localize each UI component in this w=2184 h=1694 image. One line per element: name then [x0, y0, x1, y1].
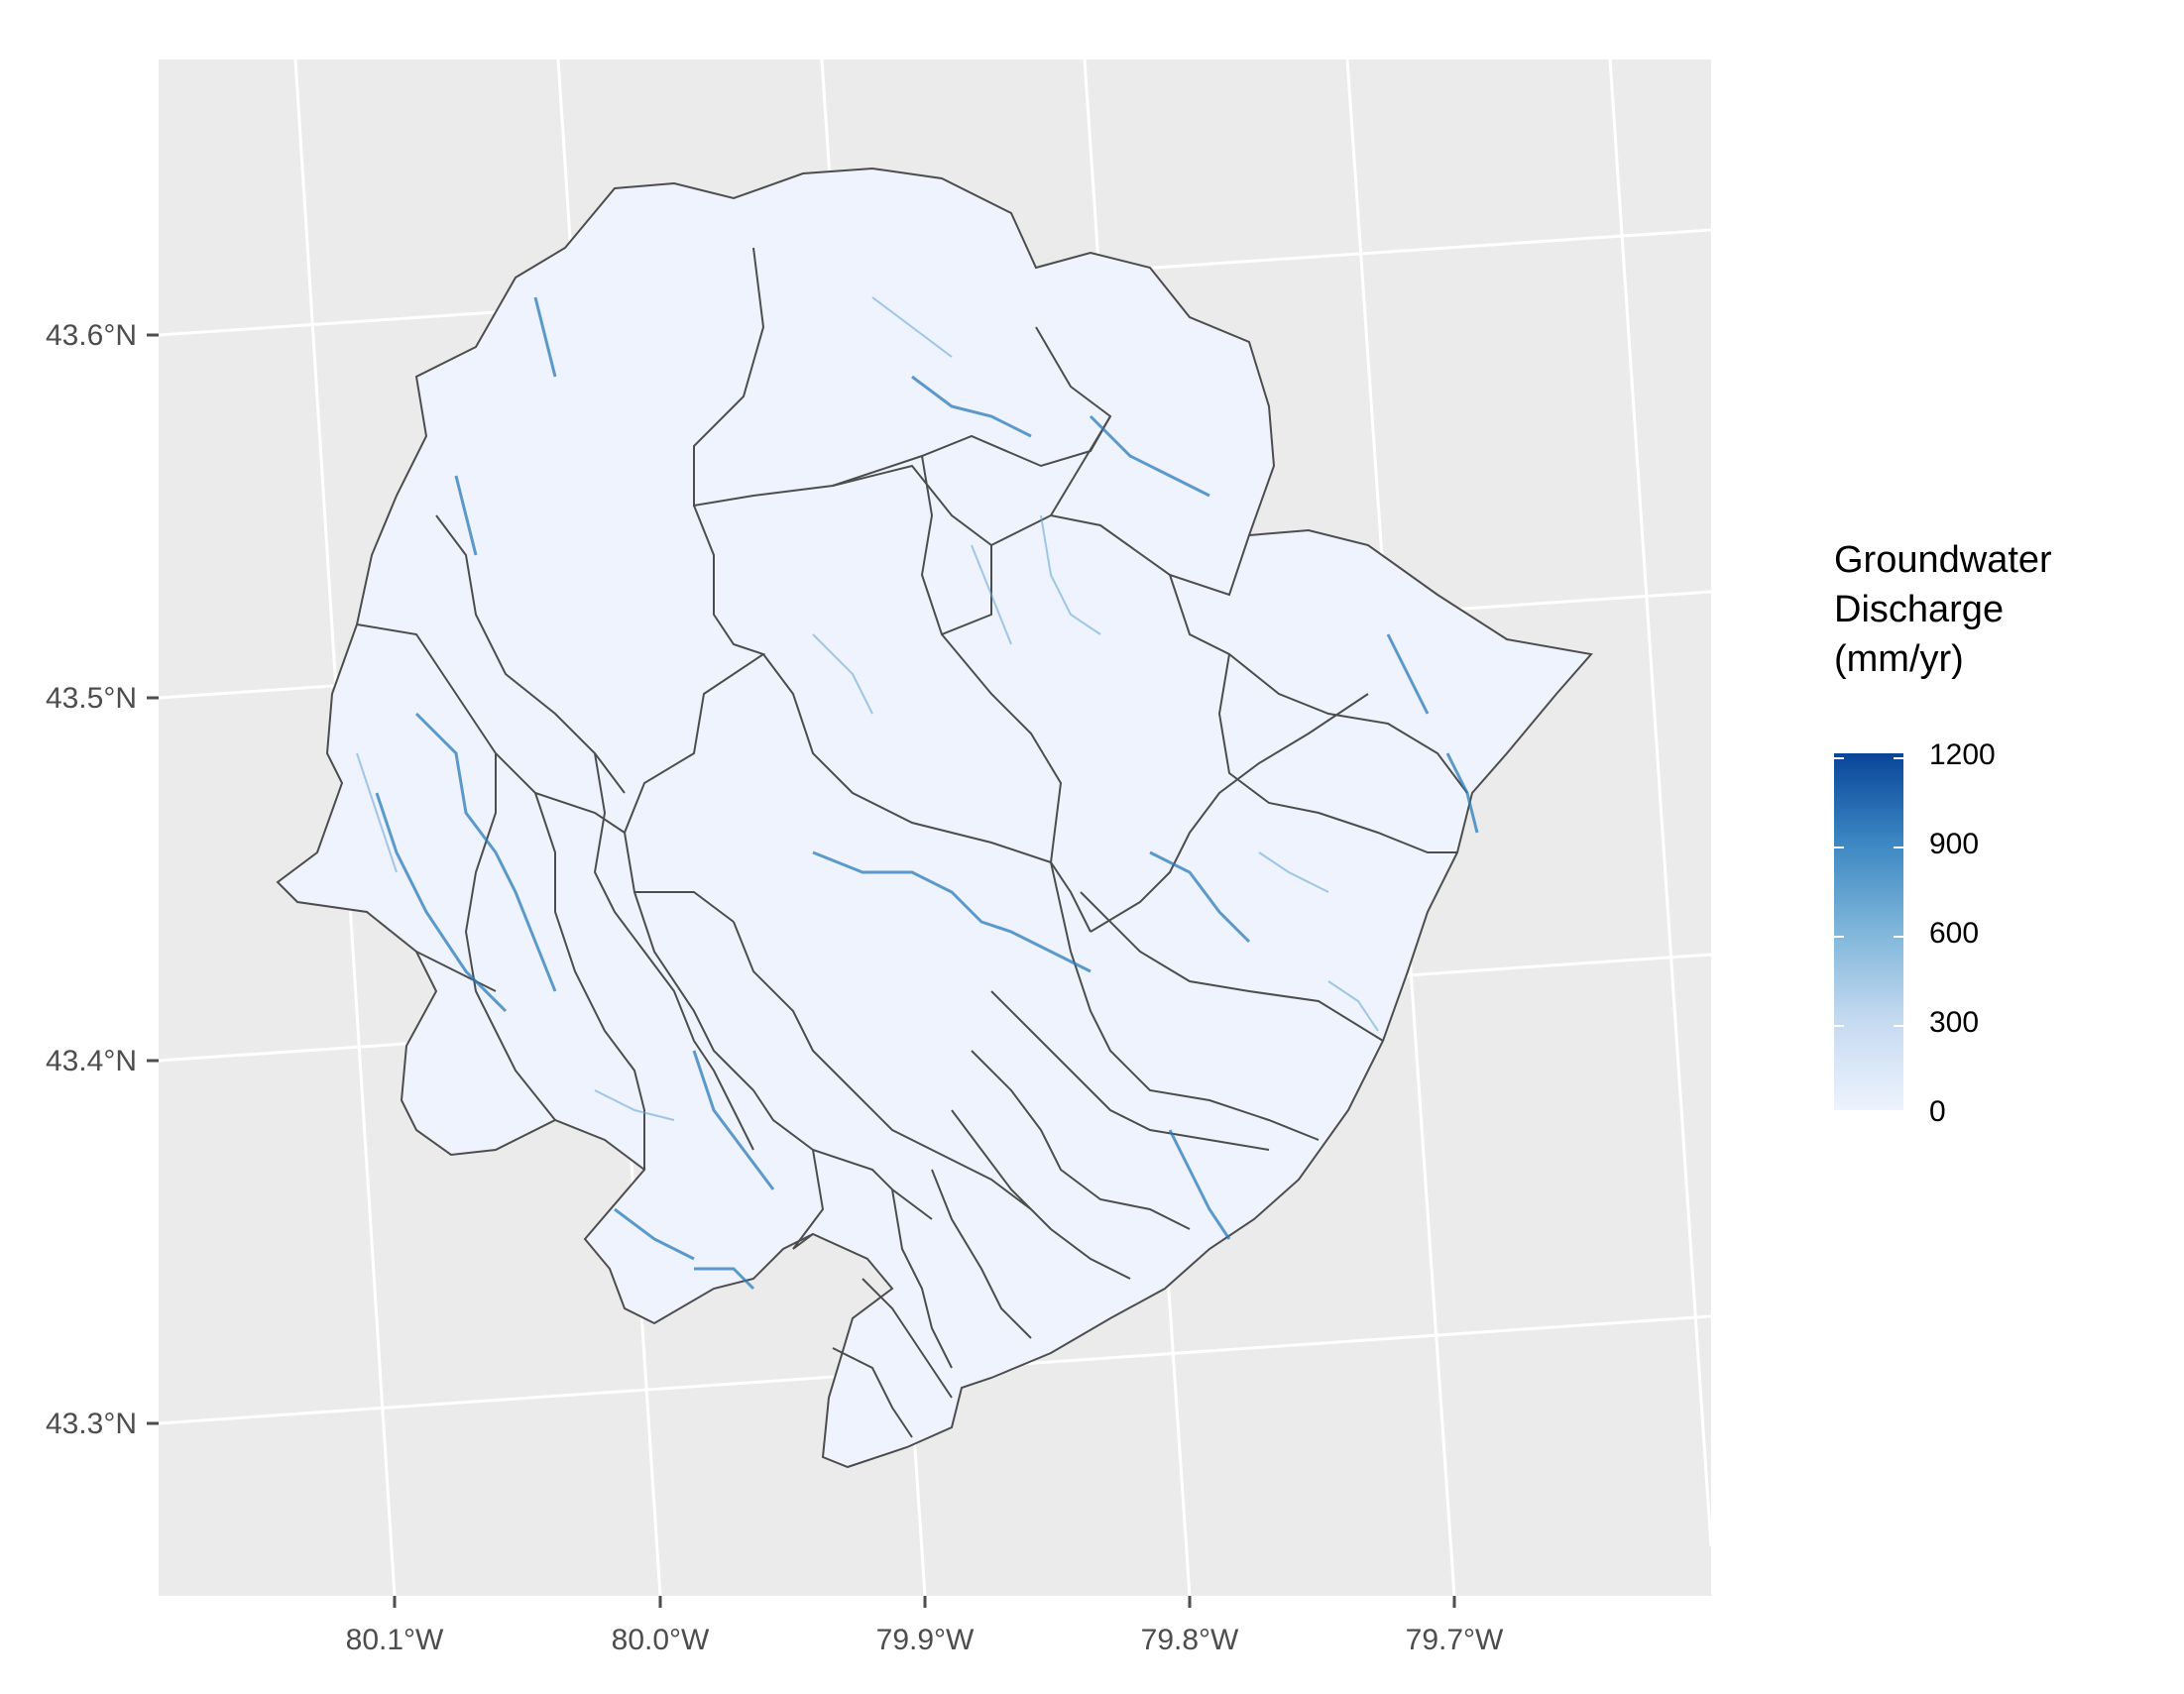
lat-label: 43.5°N [46, 682, 137, 715]
lat-label: 43.4°N [46, 1045, 137, 1077]
legend-tick [1834, 847, 1844, 848]
legend-title-line: (mm/yr) [1834, 638, 1964, 680]
legend-tick [1894, 936, 1903, 938]
latitude-axis [147, 333, 159, 1425]
legend-title-line: Discharge [1834, 589, 2005, 630]
study-area-outline [276, 167, 1593, 1469]
legend-label: 1200 [1929, 738, 1996, 771]
lon-label: 79.8°W [1141, 1624, 1239, 1656]
lon-label: 79.7°W [1406, 1624, 1504, 1656]
longitude-axis [393, 1596, 1456, 1608]
lat-label: 43.6°N [46, 319, 137, 352]
legend-colorbar [1834, 753, 1903, 1110]
lon-label: 80.0°W [612, 1624, 710, 1656]
legend-title: Groundwater Discharge (mm/yr) [1834, 535, 2052, 684]
legend-tick [1894, 847, 1903, 848]
legend-label: 600 [1929, 917, 1980, 950]
legend-tick [1834, 1025, 1844, 1027]
legend-tick [1894, 757, 1903, 759]
lon-label: 79.9°W [876, 1624, 975, 1656]
watershed-area [276, 167, 1593, 1469]
legend-tick [1834, 757, 1844, 759]
lat-label: 43.3°N [46, 1408, 137, 1440]
legend-tick [1834, 936, 1844, 938]
legend-title-line: Groundwater [1834, 539, 2052, 581]
legend-label: 900 [1929, 828, 1980, 860]
legend-label: 300 [1929, 1006, 1980, 1039]
lon-label: 80.1°W [346, 1624, 444, 1656]
legend-label: 0 [1929, 1095, 1946, 1128]
legend-tick [1894, 1025, 1903, 1027]
stream-network [375, 296, 1479, 1291]
stream-network-minor [356, 296, 1379, 1121]
